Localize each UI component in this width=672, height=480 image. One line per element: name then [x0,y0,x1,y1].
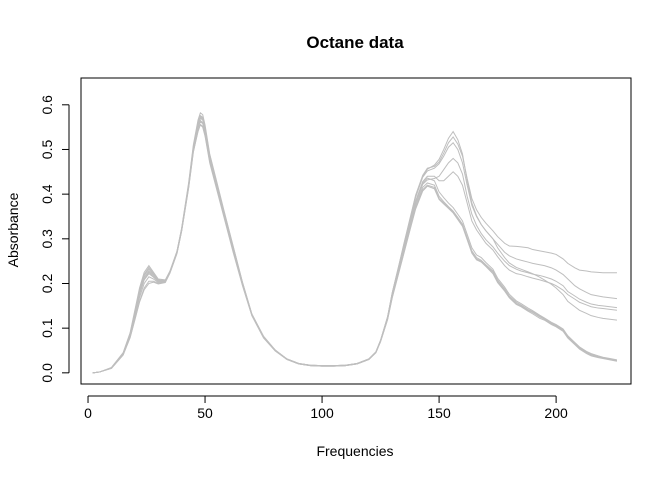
series-line-4 [92,120,618,374]
y-tick-label: 0.1 [39,318,55,338]
x-tick-label: 50 [197,405,213,421]
y-tick-label: 0.4 [39,184,55,204]
chart-title: Octane data [306,33,404,52]
y-tick-label: 0.5 [39,140,55,160]
y-axis-label: Absorbance [5,192,21,267]
x-tick-label: 200 [544,405,568,421]
y-tick-label: 0.0 [39,363,55,383]
x-tick-label: 150 [427,405,451,421]
x-axis: 0 50 100 150 200 [84,395,568,421]
plot-area-border [80,77,632,385]
series-line-3 [92,115,618,374]
series-line-6 [92,112,617,374]
y-tick-label: 0.6 [39,95,55,115]
series-line-8 [92,123,618,374]
y-axis: 0.0 0.1 0.2 0.3 0.4 0.5 0.6 [39,95,70,383]
series-line-9 [92,117,618,374]
series-line-1 [92,119,618,374]
x-tick-label: 100 [310,405,334,421]
series-line-2 [92,124,618,374]
curves-group [92,112,618,374]
series-line-5 [92,116,618,374]
x-axis-label: Frequencies [316,443,393,459]
y-tick-label: 0.3 [39,229,55,249]
series-line-7 [92,114,618,374]
x-tick-label: 0 [84,405,92,421]
y-tick-label: 0.2 [39,274,55,294]
